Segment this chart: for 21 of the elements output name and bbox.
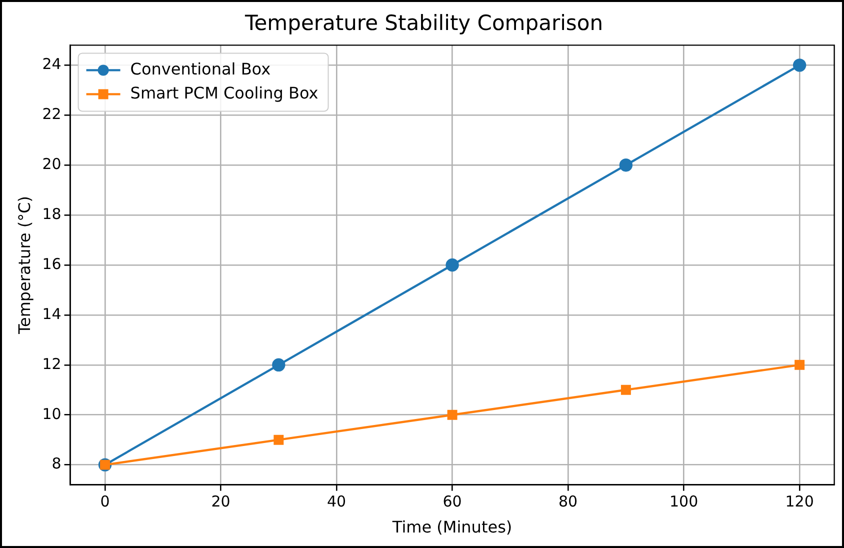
x-tick-label: 40: [326, 492, 346, 511]
x-tick-label: 120: [785, 492, 814, 511]
legend-label: Smart PCM Cooling Box: [130, 83, 318, 102]
y-tick-label: 24: [42, 55, 62, 74]
y-tick-label: 16: [42, 254, 62, 273]
legend-label: Conventional Box: [130, 59, 271, 78]
x-axis-title: Time (Minutes): [391, 518, 512, 537]
y-tick-label: 20: [42, 154, 62, 173]
x-tick-label: 60: [442, 492, 462, 511]
x-tick-label: 80: [558, 492, 578, 511]
chart-title: Temperature Stability Comparison: [244, 11, 604, 36]
y-tick-label: 14: [42, 304, 62, 323]
y-tick-label: 22: [42, 105, 62, 124]
y-tick-label: 18: [42, 204, 62, 223]
x-tick-label: 100: [669, 492, 698, 511]
y-tick-label: 8: [52, 454, 62, 473]
x-tick-label: 0: [100, 492, 110, 511]
y-tick-label: 10: [42, 404, 62, 423]
y-tick-label: 12: [42, 354, 62, 373]
y-axis-title: Temperature (°C): [14, 196, 34, 336]
x-tick-label: 20: [211, 492, 230, 511]
